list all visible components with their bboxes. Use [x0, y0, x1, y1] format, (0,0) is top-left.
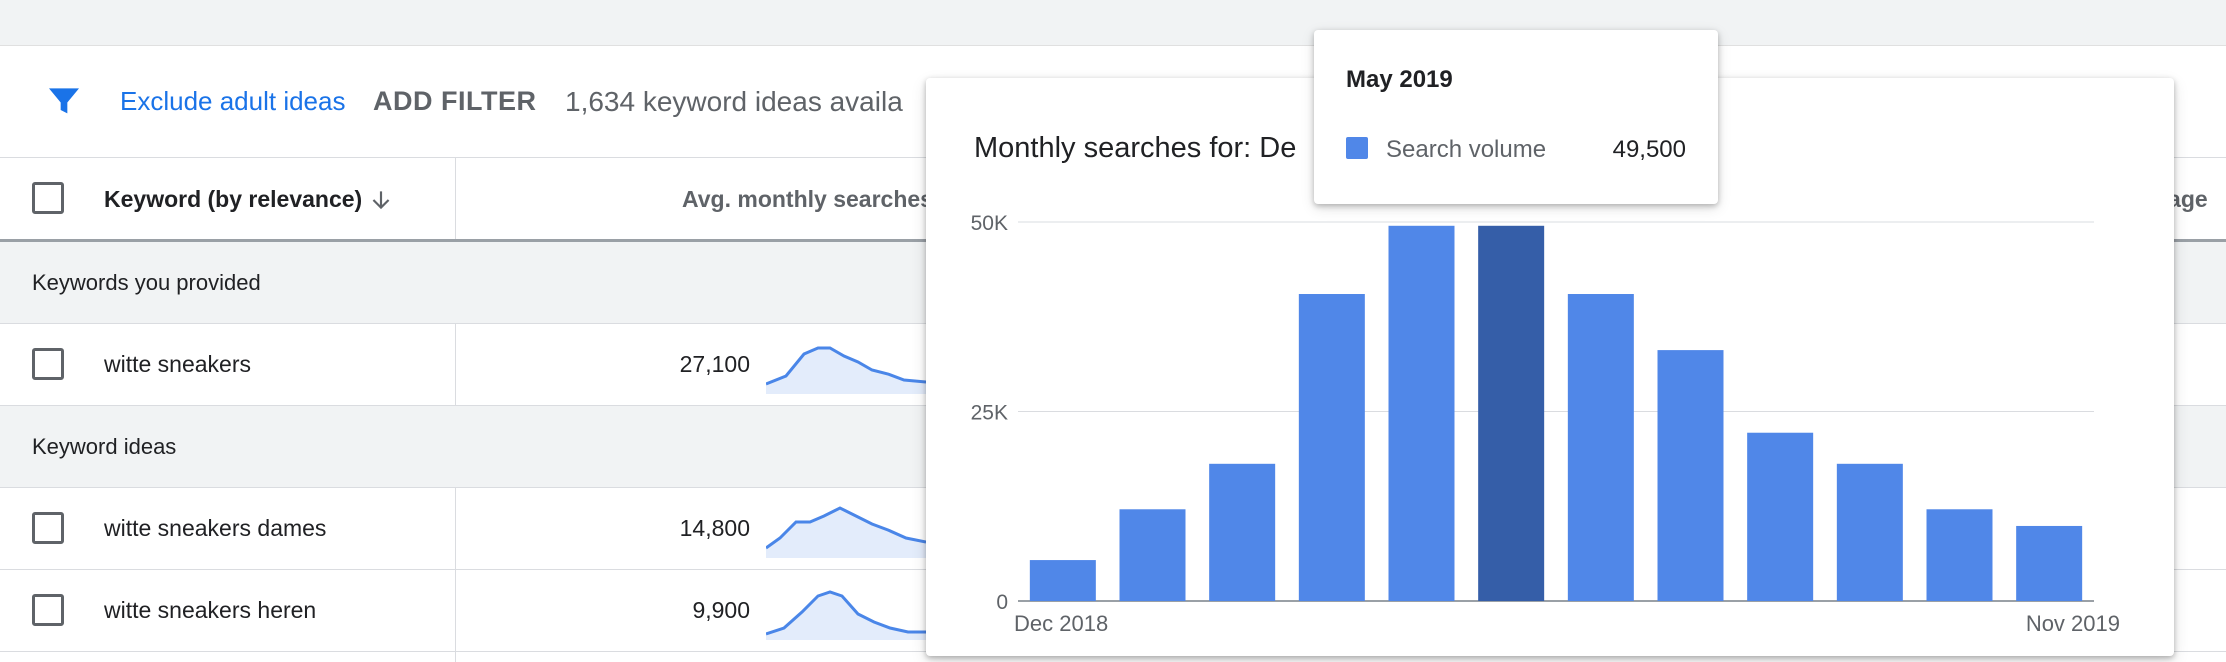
column-divider [455, 488, 456, 570]
bar-mar-2019 [1298, 294, 1365, 601]
bar-sep-2019 [1836, 463, 1903, 601]
keyword-text: witte sneakers dames [104, 515, 327, 541]
bar-dec-2018 [1029, 560, 1096, 601]
bar-apr-2019 [1388, 225, 1455, 602]
tooltip-series-swatch [1346, 137, 1368, 159]
search-volume: 14,800 [679, 515, 750, 541]
bar-aug-2019 [1747, 432, 1814, 601]
arrow-down-icon[interactable] [368, 186, 394, 214]
bar-may-2019 [1478, 225, 1545, 602]
chart-title: Monthly searches for: De [974, 132, 1297, 164]
x-tick-label: Dec 2018 [1014, 611, 1108, 636]
y-tick-label: 50K [971, 212, 1008, 235]
trend-sparkline [766, 590, 926, 640]
search-volume: 9,900 [692, 597, 750, 623]
keyword-text: witte sneakers heren [104, 597, 317, 623]
keyword-column-header[interactable]: Keyword (by relevance) [104, 186, 363, 212]
filter-icon[interactable] [44, 80, 84, 120]
row-checkbox[interactable] [32, 348, 64, 380]
select-all-checkbox[interactable] [32, 182, 64, 214]
column-divider [455, 570, 456, 662]
row-checkbox[interactable] [32, 512, 64, 544]
row-checkbox[interactable] [32, 594, 64, 626]
tooltip-value: 49,500 [1612, 136, 1686, 163]
group-label: Keyword ideas [32, 434, 177, 459]
keyword-text: witte sneakers [104, 351, 252, 377]
bar-oct-2019 [1926, 509, 1993, 601]
group-label: Keywords you provided [32, 270, 261, 295]
bar-jan-2019 [1119, 509, 1186, 601]
bar-feb-2019 [1209, 463, 1276, 601]
search-volume: 27,100 [679, 351, 750, 377]
column-divider [455, 324, 456, 406]
exclude-adult-ideas-link[interactable]: Exclude adult ideas [120, 86, 346, 116]
column-divider [455, 158, 456, 239]
add-filter-button[interactable]: ADD FILTER [373, 86, 537, 116]
y-tick-label: 0 [996, 591, 1008, 614]
bar-jul-2019 [1657, 350, 1724, 601]
trend-sparkline [766, 346, 926, 394]
avg-monthly-searches-column-header[interactable]: Avg. monthly searches [682, 186, 933, 212]
tooltip-month: May 2019 [1346, 66, 1453, 93]
tooltip-series-label: Search volume [1386, 136, 1547, 163]
top-strip [0, 0, 2226, 46]
chart-tooltip: May 2019 Search volume 49,500 [1314, 30, 1718, 204]
monthly-searches-bar-chart: 0 25K 50K Dec 2018 Nov 2019 [971, 212, 2120, 636]
keyword-ideas-count: 1,634 keyword ideas availa [565, 86, 903, 117]
y-tick-label: 25K [971, 402, 1008, 425]
trend-sparkline [766, 506, 926, 558]
bar-nov-2019 [2016, 525, 2083, 601]
bar-jun-2019 [1567, 294, 1634, 601]
x-tick-label: Nov 2019 [2026, 611, 2120, 636]
